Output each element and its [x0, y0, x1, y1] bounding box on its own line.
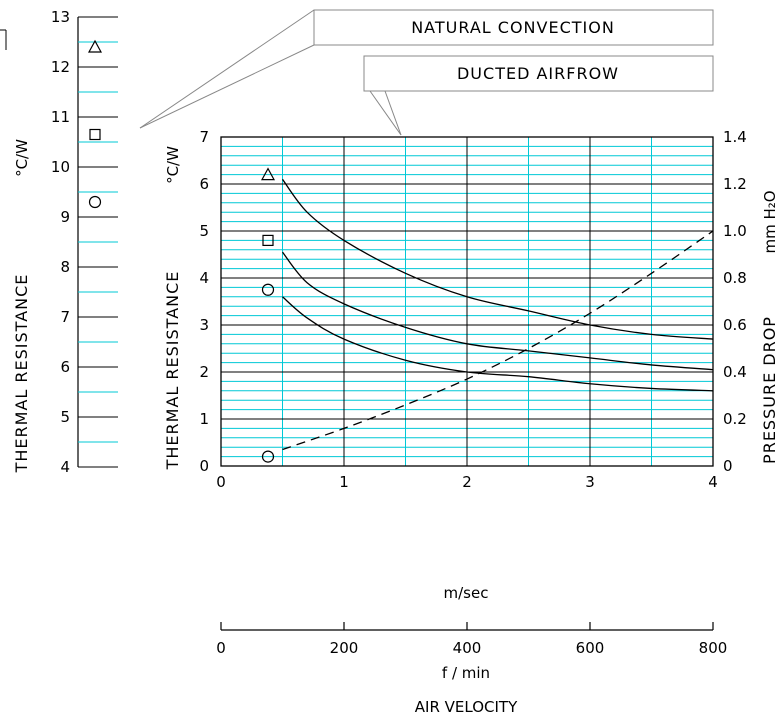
left-panel-tick-label: 7: [60, 308, 70, 326]
left-panel-tick-label: 9: [60, 208, 70, 226]
x-tick-label: 1: [339, 473, 349, 491]
left-panel-tick-label: 4: [60, 458, 70, 476]
y-right-tick-label: 0.2: [723, 410, 747, 428]
x-axis-label-ms: m/sec: [444, 584, 489, 602]
start-marker-triangle: [260, 167, 276, 181]
start-marker-square: [262, 234, 274, 246]
y-right-tick-label: 1.4: [723, 128, 747, 146]
start-marker-circle: [261, 450, 275, 463]
left-panel-marker-circle: [88, 195, 102, 209]
left-panel-tick-label: 6: [60, 358, 70, 376]
y-left-tick-label: 6: [199, 175, 209, 193]
start-marker-circle: [261, 283, 275, 296]
x-axis-title: AIR VELOCITY: [415, 698, 518, 716]
y-right-tick-label: 0.4: [723, 363, 747, 381]
y-left-tick-label: 1: [199, 410, 209, 428]
x-tick-label: 0: [216, 473, 226, 491]
callout-box-ducted: [363, 55, 714, 92]
secondary-x-tick-label: 600: [576, 639, 605, 657]
callout-ducted-airflow: DUCTED AIRFROW: [457, 64, 619, 83]
left-panel-y-label: THERMAL RESISTANCE: [12, 274, 31, 474]
callout-leader-ducted: [384, 90, 402, 136]
y-left-tick-label: 3: [199, 316, 209, 334]
main-y-right-unit: mm H₂O: [761, 190, 779, 253]
left-panel-tick-label: 13: [51, 8, 70, 26]
left-panel-tick-label: 12: [51, 58, 70, 76]
series-line-square-solid: [281, 251, 714, 371]
callout-natural-convection: NATURAL CONVECTION: [411, 18, 615, 37]
series-line-circle-dashed: [282, 230, 714, 451]
y-left-tick-label: 5: [199, 222, 209, 240]
main-curves: [281, 178, 714, 451]
left-panel-y-unit: °C/W: [13, 139, 31, 177]
left-panel-marker-square: [89, 128, 101, 141]
secondary-x-tick-label: 400: [453, 639, 482, 657]
main-y-left-label: THERMAL RESISTANCE: [163, 271, 182, 471]
y-right-tick-label: 1.2: [723, 175, 747, 193]
callout-leader-ducted: [369, 90, 402, 136]
x-tick-label: 2: [462, 473, 472, 491]
y-left-tick-label: 2: [199, 363, 209, 381]
callout-leader-natural: [139, 44, 315, 129]
x-axis-label-fmin: f / min: [442, 664, 490, 682]
plot-frame: [220, 136, 714, 467]
left-panel-tick-label: 11: [51, 108, 70, 126]
callouts: [0, 9, 714, 136]
left-panel-tick-label: 8: [60, 258, 70, 276]
natural-convection-panel: 4 5 6 7 8 9 10 11 12 13: [51, 8, 118, 476]
left-panel-tick-label: 10: [51, 158, 70, 176]
main-y-right-label: PRESSURE DROP: [760, 316, 779, 464]
secondary-x-tick-label: 800: [699, 639, 728, 657]
series-line-triangle-solid: [281, 178, 714, 340]
y-left-tick-label: 0: [199, 457, 209, 475]
secondary-x-tick-label: 0: [216, 639, 226, 657]
y-left-tick-label: 7: [199, 128, 209, 146]
left-panel-tick-label: 5: [60, 408, 70, 426]
y-left-tick-label: 4: [199, 269, 209, 287]
x-tick-label: 4: [708, 473, 718, 491]
main-markers: [260, 167, 276, 463]
callout-box-natural: [313, 9, 714, 46]
x-tick-label: 3: [585, 473, 595, 491]
left-panel-marker-triangle: [87, 39, 103, 53]
callout-leader-natural: [139, 9, 315, 129]
main-grid: [220, 136, 714, 467]
y-right-tick-label: 0: [723, 457, 733, 475]
main-y-left-unit: °C/W: [164, 146, 182, 184]
y-right-tick-label: 0.8: [723, 269, 747, 287]
series-line-circle-solid: [282, 296, 714, 392]
y-right-tick-label: 1.0: [723, 222, 747, 240]
secondary-x-tick-label: 200: [330, 639, 359, 657]
y-right-tick-label: 0.6: [723, 316, 747, 334]
